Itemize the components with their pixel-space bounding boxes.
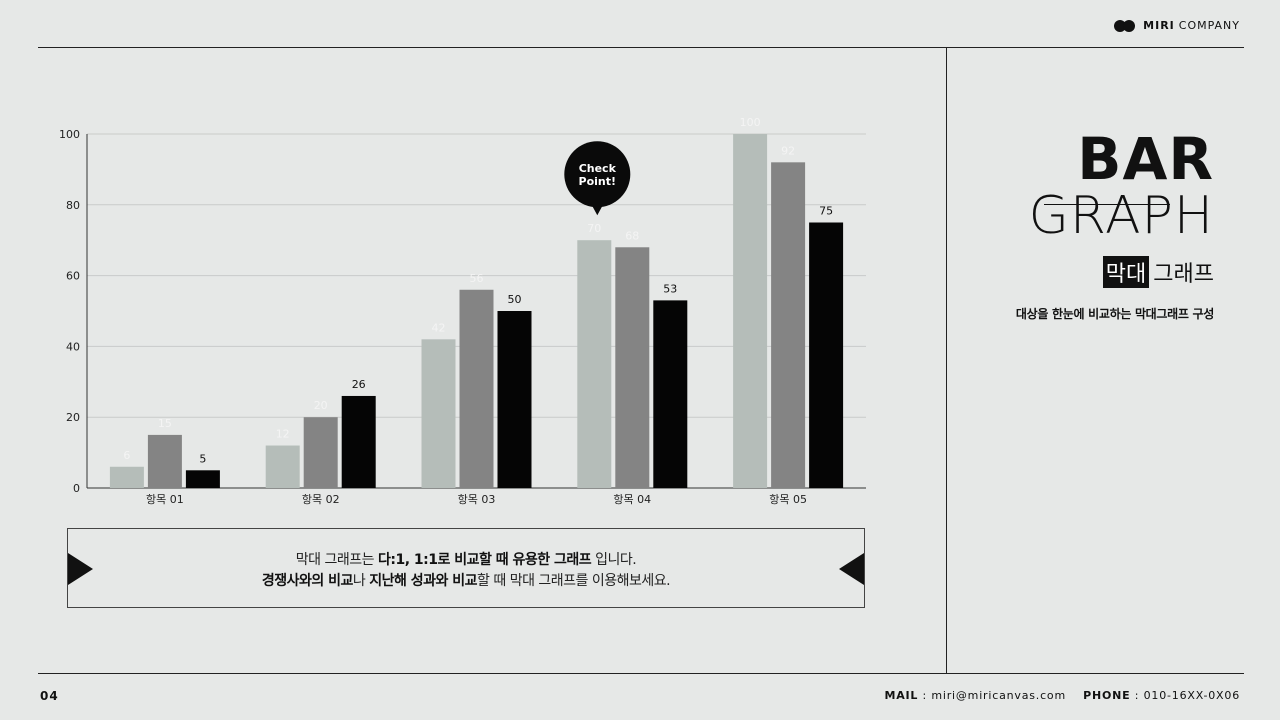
- data-label: 5: [199, 452, 206, 465]
- check-point-text: Point!: [579, 175, 617, 188]
- bar: [615, 247, 650, 488]
- callout-text-segment: 입니다.: [591, 552, 637, 568]
- x-tick-label: 항목 02: [302, 493, 340, 506]
- mail-label: MAIL: [884, 689, 919, 702]
- data-label: 26: [352, 378, 366, 391]
- data-label: 12: [276, 428, 290, 441]
- x-tick-label: 항목 04: [613, 493, 651, 506]
- bar: [653, 300, 688, 488]
- description: 대상을 한눈에 비교하는 막대그래프 구성: [1015, 307, 1214, 321]
- bar: [577, 240, 612, 488]
- phone-number: 010-16XX-0X06: [1143, 689, 1240, 702]
- check-point-text: Check: [579, 162, 617, 175]
- bar: [265, 445, 300, 488]
- bar: [771, 162, 806, 488]
- data-label: 56: [470, 272, 484, 285]
- bar-chart: 0 20 40 60 80 100 6 15 5 항목 01 12 20 26 항목 02 42 56 50 항목…: [59, 116, 866, 506]
- callout-text-segment: 막대 그래프는: [295, 552, 378, 568]
- callout-line-1: 막대 그래프는 다:1, 1:1로 비교할 때 유용한 그래프 입니다.: [68, 549, 864, 569]
- callout-text-segment: 할 때 막대 그래프를 이용해보세요.: [477, 573, 671, 589]
- phone-label: PHONE: [1083, 689, 1131, 702]
- bar: [497, 311, 532, 488]
- y-tick-label: 20: [66, 411, 80, 424]
- y-tick-label: 100: [59, 128, 80, 141]
- data-label: 68: [625, 229, 639, 242]
- callout-line-2: 경쟁사와의 비교나 지난해 성과와 비교할 때 막대 그래프를 이용해보세요.: [68, 570, 864, 590]
- data-label: 53: [663, 282, 677, 295]
- data-label: 75: [819, 205, 833, 218]
- callout-text-segment: 지난해 성과와 비교: [369, 573, 478, 589]
- check-point-badge: [564, 141, 631, 208]
- title-graph: GRAPH: [1028, 186, 1214, 246]
- brand: MIRI COMPANY: [1114, 19, 1240, 32]
- bar: [421, 339, 456, 488]
- y-tick-label: 0: [73, 482, 80, 495]
- y-tick-label: 60: [66, 270, 80, 283]
- bar: [459, 289, 494, 488]
- triangle-right-icon: [68, 553, 93, 585]
- vertical-divider: [946, 47, 947, 673]
- bottom-divider: [38, 673, 1244, 674]
- y-tick-label: 80: [66, 199, 80, 212]
- data-label: 92: [781, 144, 795, 157]
- check-point-pointer: [591, 204, 604, 216]
- x-tick-label: 항목 03: [458, 493, 496, 506]
- bar: [809, 222, 844, 488]
- top-divider: [38, 47, 1244, 48]
- callout-text-segment: 다:1, 1:1로 비교할 때 유용한 그래프: [377, 552, 592, 568]
- title-strike-line: [1044, 204, 1170, 205]
- x-tick-label: 항목 01: [146, 493, 184, 506]
- brand-logo-icon: [1114, 19, 1136, 32]
- data-label: 15: [158, 417, 172, 430]
- data-label: 70: [587, 222, 601, 235]
- callout-text-segment: 경쟁사와의 비교: [261, 573, 354, 589]
- brand-name: COMPANY: [1178, 19, 1240, 32]
- title-bar: BAR: [1077, 125, 1214, 193]
- data-label: 50: [508, 293, 522, 306]
- contact-info: MAIL : miri@miricanvas.com PHONE : 010-1…: [884, 689, 1240, 702]
- callout-box: 막대 그래프는 다:1, 1:1로 비교할 때 유용한 그래프 입니다. 경쟁사…: [67, 528, 865, 608]
- bar: [341, 395, 376, 488]
- data-label: 6: [123, 449, 130, 462]
- bar: [303, 417, 338, 488]
- callout-text-segment: 나: [352, 573, 370, 589]
- bar: [733, 134, 768, 488]
- subtitle-highlight: 막대: [1102, 256, 1150, 288]
- x-tick-label: 항목 05: [769, 493, 807, 506]
- y-tick-label: 40: [66, 340, 80, 353]
- data-label: 100: [740, 116, 761, 129]
- data-label: 20: [314, 399, 328, 412]
- subtitle-rest: 그래프: [1153, 262, 1214, 287]
- brand-bold: MIRI: [1143, 19, 1175, 32]
- mail-address: miri@miricanvas.com: [931, 689, 1066, 702]
- bar: [109, 466, 144, 488]
- triangle-left-icon: [839, 553, 864, 585]
- subtitle: 막대 그래프: [1102, 256, 1214, 288]
- data-label: 42: [432, 321, 446, 334]
- bar: [147, 434, 182, 488]
- page-number: 04: [40, 689, 59, 703]
- bar: [185, 470, 220, 488]
